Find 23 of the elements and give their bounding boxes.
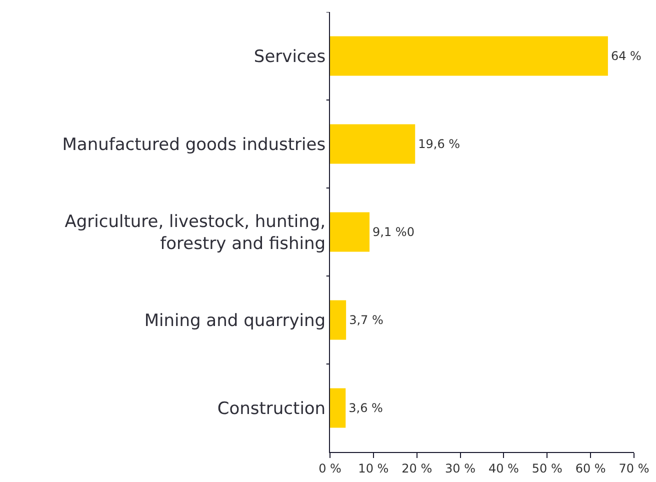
x-tick-label: 50 % <box>532 461 562 476</box>
data-label: 3,6 % <box>348 401 383 415</box>
data-label: 19,6 % <box>418 137 460 151</box>
bar <box>330 124 416 164</box>
bar <box>330 36 608 76</box>
x-tick-label: 0 % <box>318 461 342 476</box>
data-label: 9,1 %0 <box>372 225 414 239</box>
data-label: 64 % <box>610 49 642 63</box>
x-tick-label: 20 % <box>402 461 432 476</box>
bar <box>330 388 346 428</box>
x-tick-label: 60 % <box>575 461 606 476</box>
data-label: 3,7 % <box>349 313 384 327</box>
x-tick-label: 10 % <box>358 461 389 476</box>
x-tick-label: 30 % <box>445 461 476 476</box>
y-tick-label: Mining and quarrying <box>144 310 326 331</box>
bar <box>330 300 346 340</box>
y-tick-label: Agriculture, livestock, hunting, forestry and fishing <box>64 212 326 254</box>
x-tick-label: 40 % <box>488 461 519 476</box>
y-tick-label: Manufactured goods industries <box>62 134 326 155</box>
y-tick-label: Services <box>254 46 326 67</box>
bar <box>330 212 370 252</box>
x-tick-label: 70 % <box>618 461 650 476</box>
y-tick-label: Construction <box>217 398 326 419</box>
